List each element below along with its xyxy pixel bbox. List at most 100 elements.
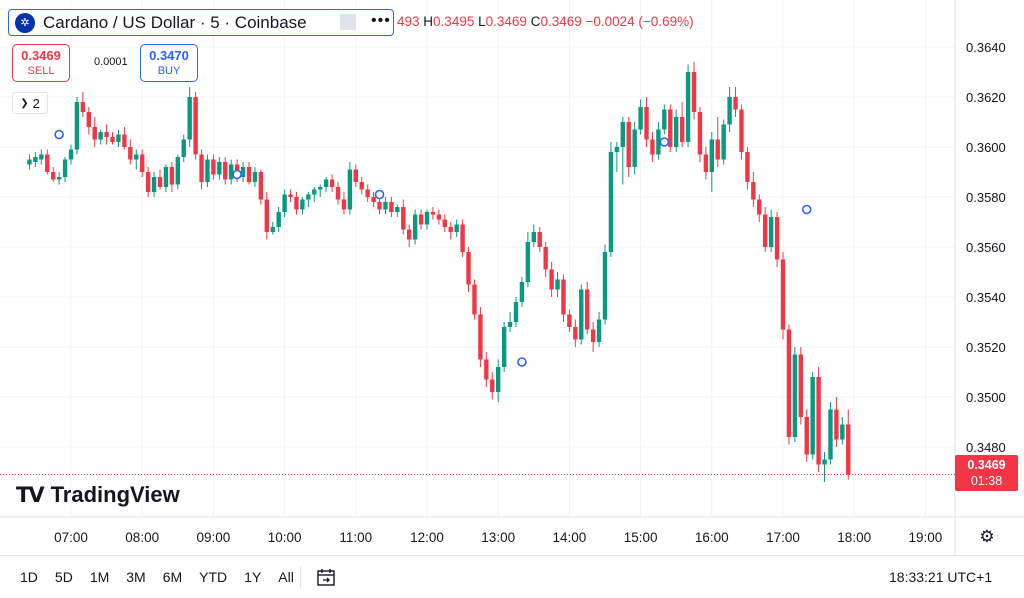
candle-body (679, 117, 685, 142)
trade-marker[interactable] (374, 189, 385, 200)
candle-body (181, 139, 186, 157)
trade-marker[interactable] (54, 129, 64, 140)
candle-body (395, 207, 400, 212)
candle-body (347, 169, 353, 210)
clock[interactable]: 18:33:21 UTC+1 (889, 569, 993, 585)
candle-body (454, 224, 459, 232)
range-1y[interactable]: 1Y (244, 569, 262, 585)
buy-button[interactable]: 0.3470 BUY (140, 44, 198, 82)
candle-body (620, 122, 625, 147)
candle-body (264, 199, 269, 232)
tradingview-logo[interactable]: TV TradingView (16, 482, 180, 508)
candle-body (549, 269, 554, 290)
collapse-icon[interactable] (340, 14, 356, 30)
divider (300, 566, 301, 588)
candle-body (223, 162, 228, 180)
y-tick-label: 0.3560 (966, 240, 1006, 255)
candle-body (205, 159, 210, 182)
candle-body (644, 107, 649, 140)
candle-body (774, 217, 780, 260)
candle-body (840, 424, 845, 440)
candle-body (632, 129, 637, 167)
candle-body (626, 122, 631, 167)
close-value: 0.3469 (540, 14, 582, 29)
candle-body (39, 154, 44, 160)
range-6m[interactable]: 6M (162, 569, 183, 585)
y-tick-label: 0.3620 (966, 90, 1006, 105)
candle-body (329, 179, 335, 187)
candle-body (145, 172, 151, 192)
candle-body (525, 242, 531, 282)
candle-body (229, 164, 234, 180)
candle-body (407, 229, 412, 240)
y-tick-label: 0.3600 (966, 140, 1006, 155)
candle-body (45, 154, 50, 172)
candle-body (86, 112, 91, 127)
low-label: L (478, 14, 486, 29)
candle-body (300, 199, 305, 210)
candle-body (323, 179, 329, 187)
symbol-selector[interactable]: ✲ Cardano / US Dollar · 5 · Coinbase ••• (8, 9, 394, 36)
candle-body (175, 157, 180, 185)
sell-price: 0.3469 (21, 48, 61, 63)
candle-body (768, 217, 774, 247)
candle-body (656, 129, 661, 155)
candle-body (472, 284, 477, 315)
candle-body (430, 212, 436, 215)
last-price-tag: 0.3469 01:38 (955, 455, 1018, 491)
candle-body (51, 172, 56, 180)
candle-body (436, 214, 442, 220)
buy-label: BUY (157, 65, 181, 77)
gear-icon[interactable]: ⚙ (979, 527, 995, 546)
candle-body (496, 367, 501, 392)
trade-marker[interactable] (517, 357, 527, 367)
indicators-toggle[interactable]: ❯ 2 (12, 92, 48, 114)
candle-body (543, 247, 548, 270)
buy-price: 0.3470 (149, 48, 189, 63)
candle-body (341, 199, 347, 210)
candle-body (134, 154, 139, 160)
candle-body (846, 424, 851, 475)
range-1d[interactable]: 1D (20, 569, 38, 585)
calendar-icon[interactable] (315, 566, 337, 588)
candle-body (650, 139, 655, 155)
x-tick-label: 19:00 (909, 530, 943, 545)
trade-marker[interactable] (659, 137, 670, 147)
indicator-count: 2 (32, 95, 40, 111)
candle-body (478, 314, 483, 360)
chevron-right-icon: ❯ (20, 97, 29, 109)
candle-body (662, 109, 667, 130)
candle-body (810, 377, 815, 455)
candle-body (371, 197, 376, 202)
candle-body (685, 72, 691, 142)
candle-body (780, 259, 786, 330)
candle-body (614, 147, 620, 152)
candle-body (721, 124, 726, 160)
range-all[interactable]: All (278, 569, 294, 585)
candle-body (401, 207, 406, 230)
candle-body (531, 232, 536, 242)
candle-body (306, 194, 311, 200)
range-3m[interactable]: 3M (126, 569, 146, 585)
candle-body (460, 224, 465, 252)
more-icon[interactable]: ••• (371, 12, 391, 29)
sell-button[interactable]: 0.3469 SELL (12, 44, 70, 82)
range-5d[interactable]: 5D (54, 569, 73, 585)
trade-marker[interactable] (801, 204, 812, 215)
candle-body (703, 154, 709, 172)
range-ytd[interactable]: YTD (199, 569, 228, 585)
candle-body (270, 227, 275, 232)
candle-body (62, 159, 68, 177)
range-1m[interactable]: 1M (89, 569, 110, 585)
candle-body (519, 282, 525, 302)
candle-body (240, 167, 246, 177)
x-tick-label: 12:00 (410, 530, 444, 545)
candle-body (745, 152, 750, 182)
symbol-title: Cardano / US Dollar · 5 · Coinbase (43, 12, 307, 32)
trade-marker[interactable] (232, 169, 242, 180)
candle-body (596, 319, 602, 342)
price-chart[interactable]: 0.3640 0.3620 0.3600 0.3580 0.3560 0.3540 0.35… (0, 0, 1024, 555)
candle-body (335, 187, 341, 200)
x-tick-label: 07:00 (54, 530, 88, 545)
candle-body (567, 314, 572, 327)
